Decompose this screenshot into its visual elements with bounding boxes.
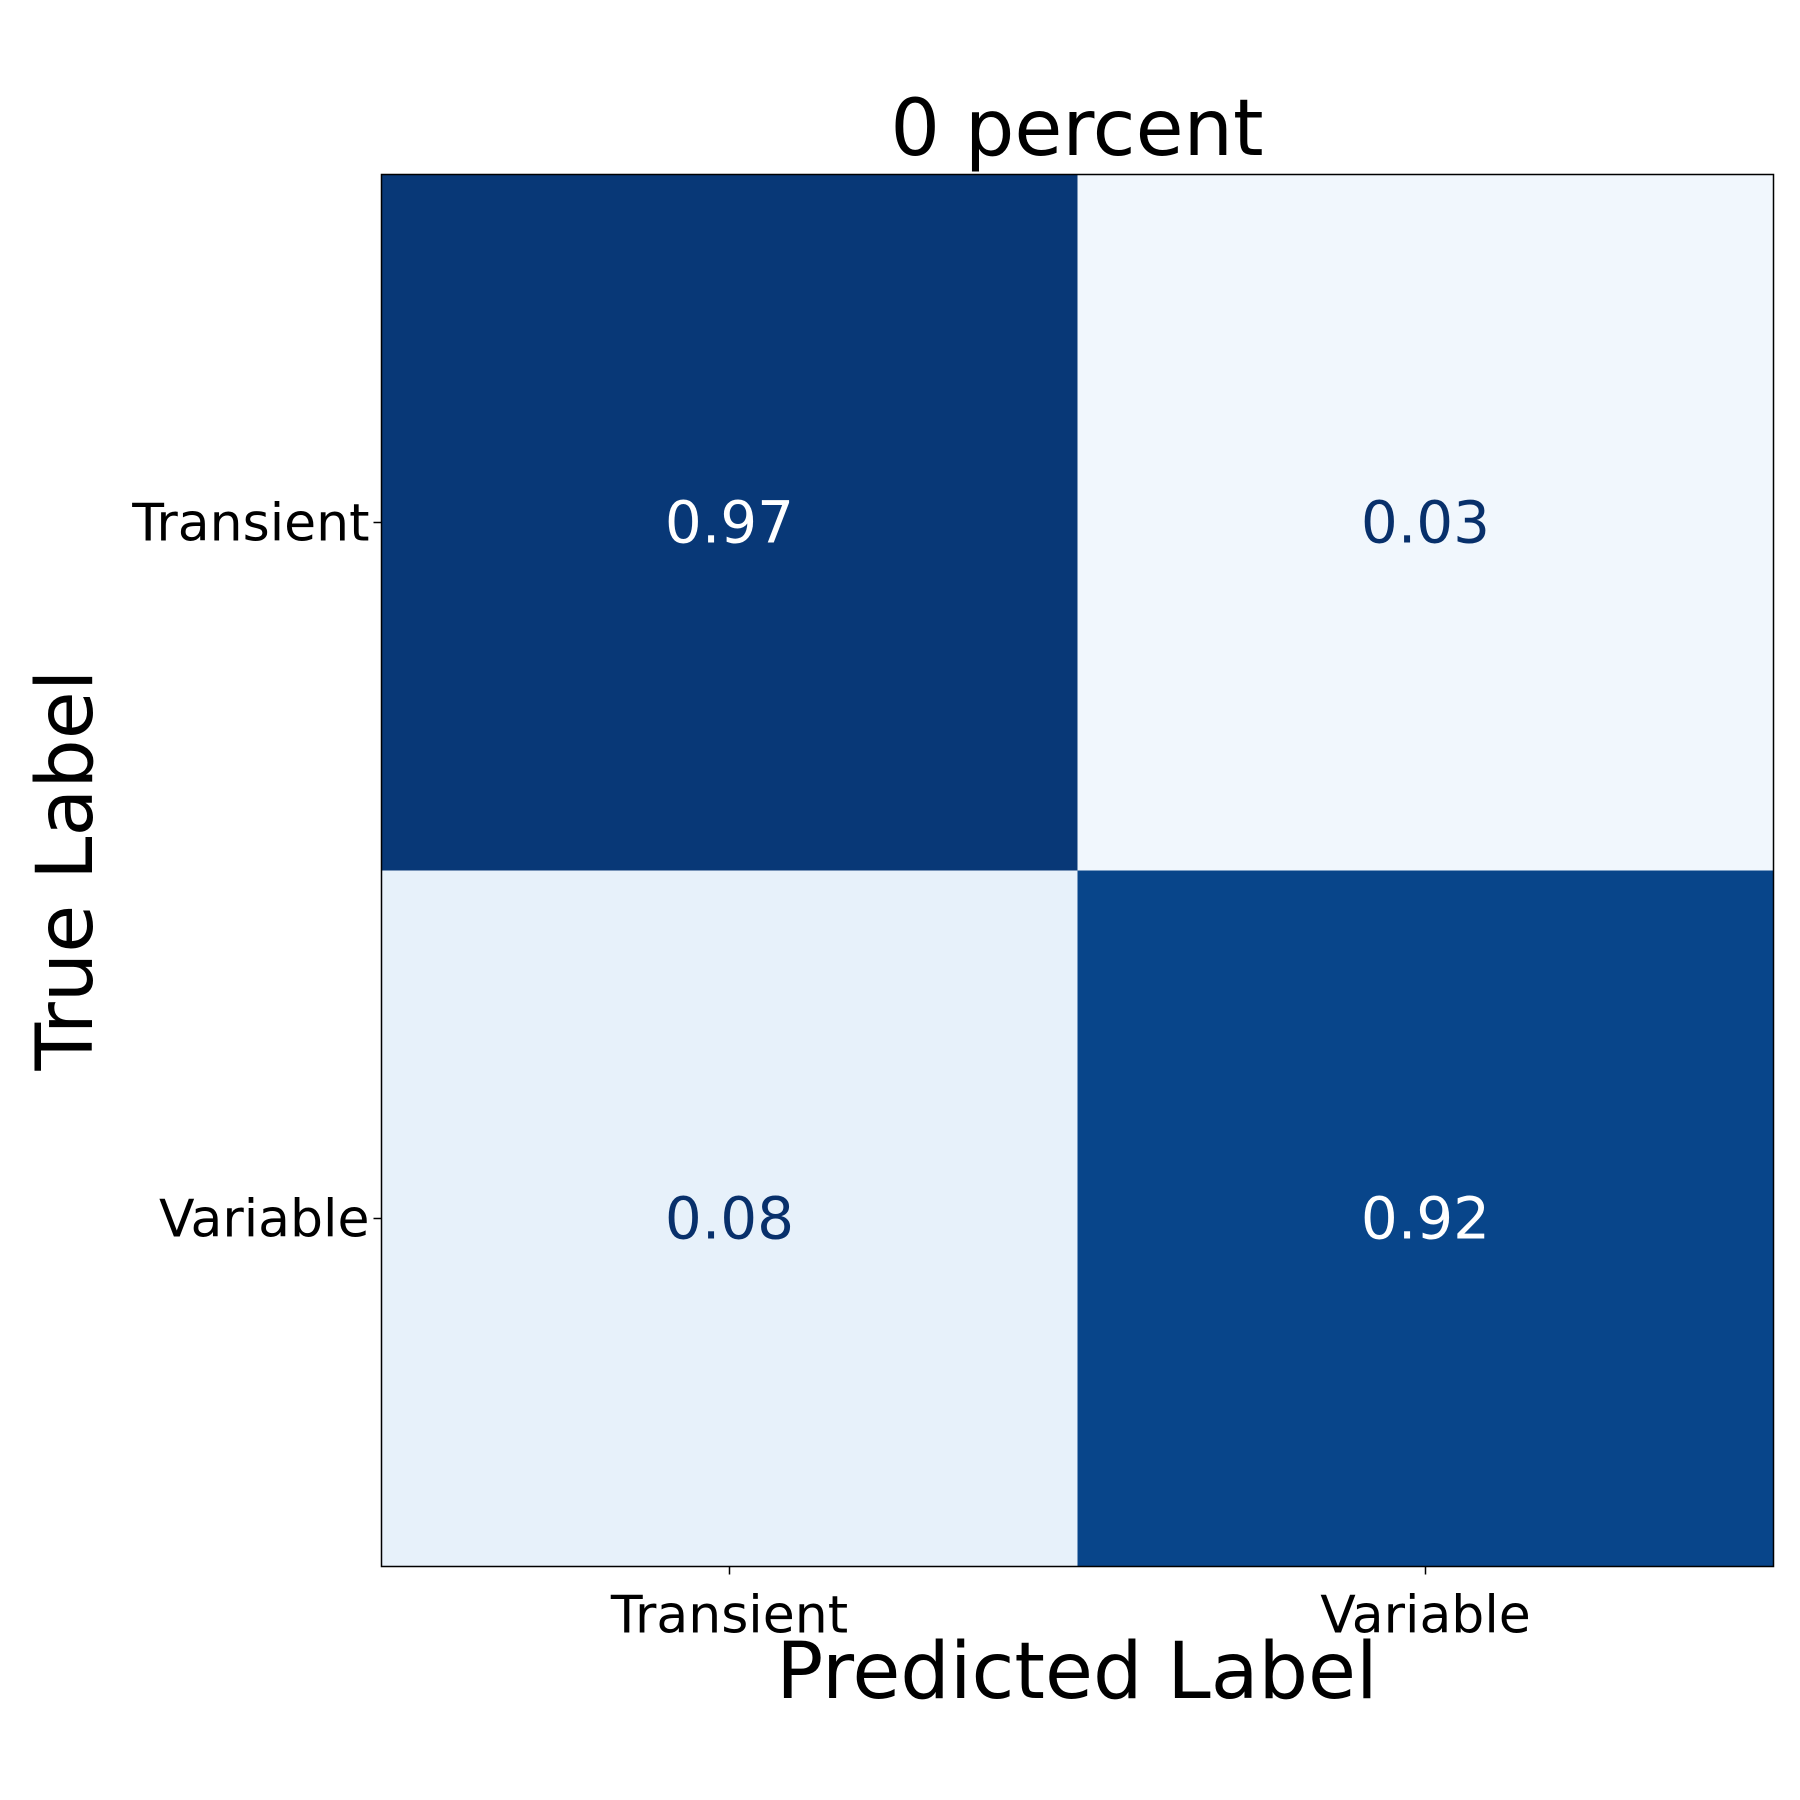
cell-value-label: 0.03 <box>1361 489 1490 557</box>
heatmap-cell <box>1077 174 1774 871</box>
y-axis-ticks: Transient Variable <box>131 494 382 1250</box>
heatmap-cells <box>381 174 1774 1567</box>
x-tick-label: Variable <box>1320 1586 1531 1646</box>
x-axis-ticks: Transient Variable <box>610 1566 1531 1646</box>
heatmap-cell-labels: 0.97 0.03 0.08 0.92 <box>665 489 1490 1253</box>
x-tick-label: Transient <box>610 1586 848 1646</box>
y-tick-label: Transient <box>131 494 369 554</box>
cell-value-label: 0.97 <box>665 489 794 557</box>
chart-title: 0 percent <box>890 84 1263 174</box>
x-axis-title: Predicted Label <box>776 1627 1377 1717</box>
y-tick-label: Variable <box>159 1190 370 1250</box>
heatmap-cell <box>381 870 1078 1567</box>
heatmap-cell <box>381 174 1078 871</box>
heatmap-cell <box>1077 870 1774 1567</box>
plot-frame <box>380 173 1775 1568</box>
cell-value-label: 0.92 <box>1361 1185 1490 1253</box>
cell-value-label: 0.08 <box>665 1185 794 1253</box>
y-axis-title: True Label <box>21 670 111 1072</box>
